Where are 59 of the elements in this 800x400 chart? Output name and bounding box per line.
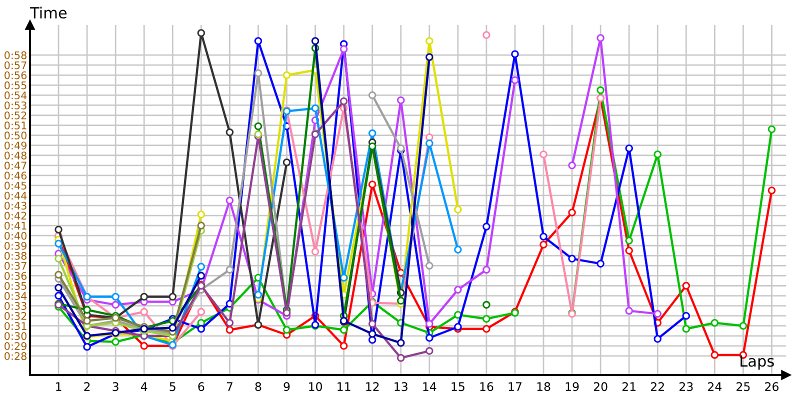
x-tick-label: 8 [255,382,262,392]
x-tick-label: 9 [284,382,290,392]
x-axis-title: Laps [740,355,774,370]
y-tick-label: 0:42 [4,212,26,220]
y-tick-label: 0:47 [4,162,26,170]
y-tick-label: 0:45 [4,182,26,190]
x-tick-label: 22 [650,382,664,391]
x-tick-label: 13 [394,382,408,392]
x-tick-label: 16 [480,382,494,392]
x-tick-label: 7 [226,382,232,391]
x-tick-label: 5 [170,382,176,392]
y-tick-label: 0:37 [4,262,26,270]
x-tick-label: 15 [452,382,464,392]
y-tick-label: 0:52 [4,111,26,120]
x-tick-label: 20 [594,382,608,392]
x-tick-label: 17 [508,382,522,391]
y-axis-title: Time [30,6,67,19]
y-tick-label: 0:32 [4,312,26,320]
y-tick-label: 0:48 [4,152,27,160]
y-tick-label: 0:41 [4,222,26,230]
x-tick-label: 26 [765,382,779,392]
y-tick-label: 0:58 [4,51,27,60]
x-tick-label: 4 [140,382,148,391]
y-tick-label: 0:29 [4,342,26,350]
y-tick-label: 0:31 [4,322,26,330]
y-tick-label: 0:56 [4,71,27,80]
y-tick-label: 0:38 [4,252,27,260]
x-tick-label: 19 [566,382,579,392]
y-tick-label: 0:40 [4,232,27,240]
x-tick-label: 18 [537,382,550,392]
y-tick-label: 0:44 [4,192,27,200]
y-tick-label: 0:54 [4,91,27,100]
y-tick-label: 0:35 [4,282,26,290]
y-tick-label: 0:46 [4,172,27,180]
x-tick-label: 2 [84,382,90,391]
x-tick-label: 1 [56,382,62,391]
y-tick-label: 0:34 [4,292,27,300]
x-tick-label: 11 [338,382,350,391]
y-tick-label: 0:43 [4,202,26,210]
y-tick-label: 0:28 [4,352,27,360]
x-tick-label: 24 [708,382,722,391]
y-tick-label: 0:39 [4,242,26,250]
x-tick-label: 14 [423,382,436,391]
x-tick-label: 6 [198,382,204,392]
y-tick-label: 0:55 [4,81,26,90]
x-tick-label: 12 [366,382,379,391]
y-tick-label: 0:50 [4,132,27,140]
x-tick-label: 25 [736,382,750,392]
y-tick-label: 0:53 [4,101,26,110]
y-tick-label: 0:30 [4,332,27,340]
y-tick-label: 0:33 [4,302,26,310]
y-tick-label: 0:57 [4,61,26,70]
y-tick-label: 0:36 [4,272,27,280]
x-tick-label: 21 [622,382,636,391]
x-tick-label: 23 [680,382,693,392]
y-tick-label: 0:49 [4,142,26,150]
x-tick-label: 3 [112,382,118,392]
x-tick-label: 10 [309,382,322,392]
y-tick-label: 0:51 [4,122,26,130]
